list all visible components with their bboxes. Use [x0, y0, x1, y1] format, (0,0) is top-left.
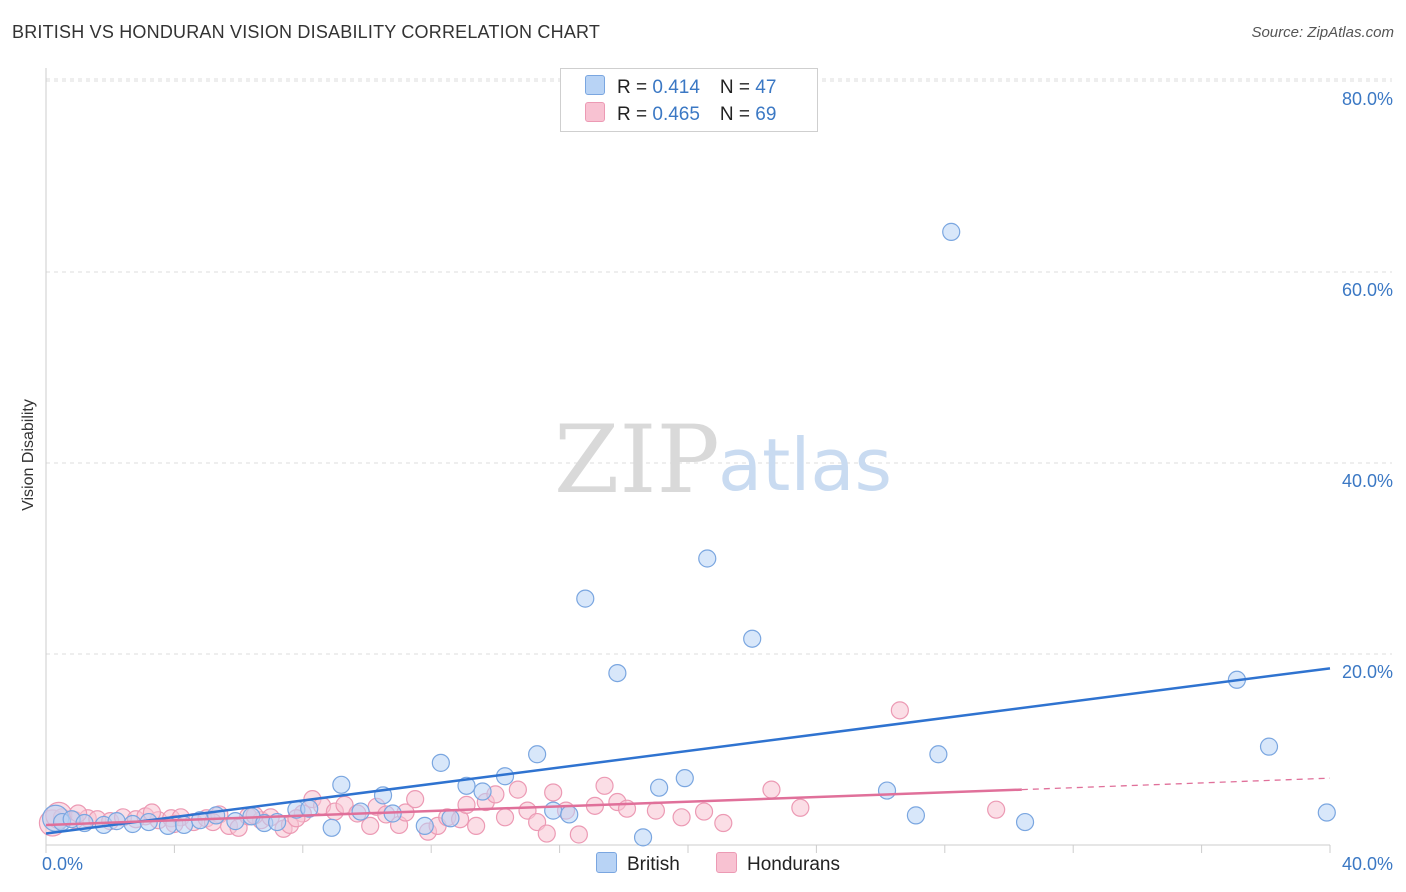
british-point-41 — [929, 745, 948, 764]
hondurans-point-47 — [544, 783, 563, 802]
legend-british-r-value: 0.414 — [652, 77, 700, 98]
british-point-31 — [560, 805, 579, 824]
legend-item-hondurans[interactable]: Hondurans — [716, 852, 840, 876]
british-point-26 — [457, 776, 476, 795]
british-point-24 — [431, 753, 450, 772]
watermark-zip: ZIP — [554, 406, 720, 515]
hondurans-point-54 — [646, 801, 666, 820]
british-point-43 — [1015, 812, 1035, 832]
british-point-20 — [351, 802, 370, 821]
british-point-35 — [650, 778, 669, 797]
y-tick-label-2: 60.0% — [1342, 280, 1393, 300]
y-tick-label-0: 20.0% — [1342, 662, 1393, 682]
hondurans-trend-extension — [1021, 777, 1331, 791]
british-point-19 — [332, 775, 351, 794]
hondurans-point-58 — [762, 780, 781, 799]
british-point-23 — [415, 816, 434, 836]
hondurans-swatch-icon — [585, 102, 605, 122]
british-point-12 — [226, 812, 245, 831]
legend-british-r-label: R = — [617, 77, 653, 98]
correlation-legend: R = 0.414 N = 47 R = 0.465 N = 69 — [560, 68, 818, 132]
hondurans-point-60 — [890, 701, 909, 720]
y-axis-title: Vision Disability — [20, 399, 37, 511]
british-point-32 — [576, 589, 595, 608]
y-tick-labels: 20.0% 40.0% 60.0% 80.0% — [1342, 89, 1393, 682]
hondurans-point-56 — [694, 802, 714, 821]
y-tick-label-1: 40.0% — [1342, 471, 1393, 491]
british-point-40 — [906, 806, 926, 825]
source-label: Source: ZipAtlas.com — [1251, 24, 1394, 41]
british-point-46 — [1317, 803, 1336, 822]
british-point-11 — [207, 806, 226, 825]
british-swatch-icon — [585, 75, 605, 95]
british-point-39 — [877, 781, 897, 800]
legend-hondurans-r-label: R = — [617, 104, 653, 125]
british-point-18 — [322, 818, 341, 837]
british-point-37 — [698, 549, 717, 568]
british-point-38 — [743, 629, 762, 648]
chart-title: BRITISH VS HONDURAN VISION DISABILITY CO… — [12, 22, 601, 42]
y-tick-label-3: 80.0% — [1342, 89, 1393, 109]
hondurans-point-42 — [495, 808, 515, 827]
hondurans-point-46 — [537, 824, 556, 843]
british-trend-line — [45, 667, 1331, 835]
legend-item-british[interactable]: British — [596, 852, 680, 876]
british-point-36 — [675, 769, 694, 788]
grid-lines — [46, 78, 1392, 655]
british-points — [42, 222, 1336, 847]
x-tick-labels: 0.0% 40.0% — [42, 854, 1393, 874]
legend-british-name: British — [627, 854, 680, 875]
british-point-27 — [473, 782, 492, 801]
hondurans-point-28 — [361, 816, 380, 836]
legend-hondurans-name: Hondurans — [747, 854, 840, 875]
british-point-29 — [528, 745, 547, 764]
british-point-42 — [942, 222, 961, 241]
legend-british-n-label: N = — [719, 77, 756, 98]
hondurans-point-33 — [406, 790, 425, 809]
british-point-34 — [633, 828, 653, 847]
british-point-33 — [608, 663, 627, 683]
watermark-atlas: atlas — [718, 423, 892, 507]
legend-row-hondurans: R = 0.465 N = 69 — [585, 102, 776, 128]
legend-hondurans-n-label: N = — [719, 104, 756, 125]
british-point-25 — [441, 809, 460, 828]
hondurans-legend-swatch-icon — [716, 852, 737, 873]
hondurans-point-61 — [987, 800, 1006, 819]
x-tick-label-0: 0.0% — [42, 854, 83, 874]
watermark: ZIP atlas — [554, 406, 892, 515]
x-tick-label-1: 40.0% — [1342, 854, 1393, 874]
british-point-30 — [544, 801, 563, 820]
hondurans-point-39 — [467, 816, 486, 836]
british-point-45 — [1259, 737, 1279, 756]
hondurans-point-55 — [672, 808, 691, 827]
hondurans-point-49 — [569, 825, 588, 844]
legend-british-n-value: 47 — [755, 77, 777, 98]
hondurans-point-51 — [595, 776, 614, 795]
hondurans-trend-line — [45, 788, 1022, 827]
british-legend-swatch-icon — [596, 852, 617, 873]
legend-row-british: R = 0.414 N = 47 — [585, 75, 776, 101]
axes — [45, 68, 1331, 853]
legend-hondurans-r-value: 0.465 — [652, 104, 700, 125]
hondurans-point-59 — [791, 798, 810, 817]
legend-hondurans-n-value: 69 — [755, 104, 777, 125]
trend-lines — [45, 667, 1331, 835]
series-legend: British Hondurans — [0, 852, 1406, 878]
hondurans-point-43 — [508, 780, 527, 799]
hondurans-point-57 — [714, 813, 733, 833]
